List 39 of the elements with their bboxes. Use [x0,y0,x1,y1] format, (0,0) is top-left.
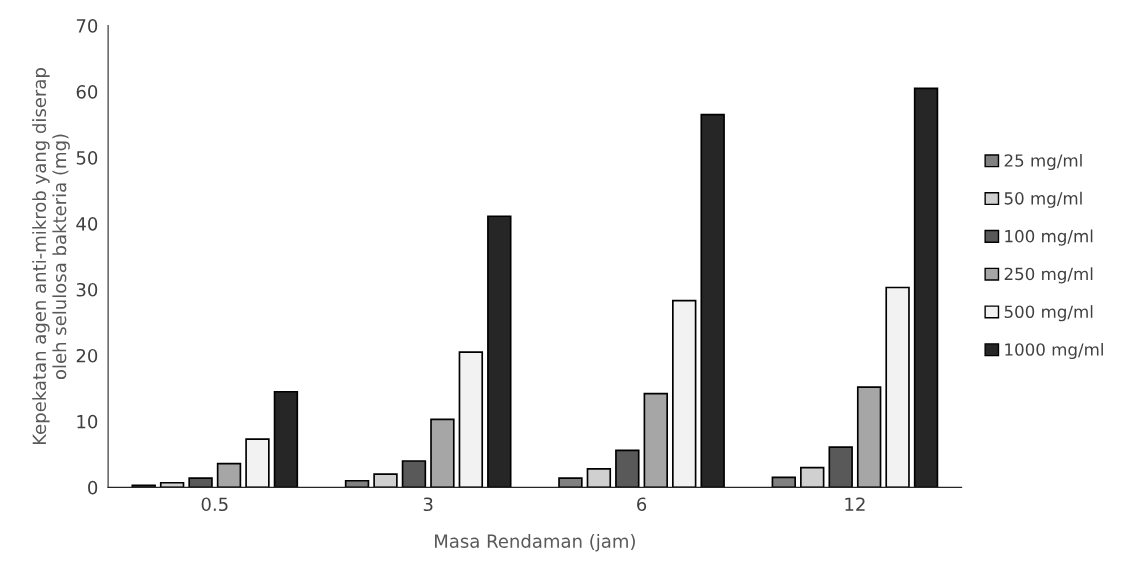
y-tick-label: 10 [77,414,98,429]
bar [344,479,370,488]
legend-label: 50 mg/ml [1004,191,1082,208]
y-tick-label: 20 [76,348,98,363]
bar [401,460,427,488]
bar [216,462,242,488]
bar [885,286,910,488]
bar [245,438,270,488]
y-tick-label: 0 [88,480,98,495]
x-tick-label: 0.5 [201,497,228,512]
y-tick-label: 60 [76,85,98,99]
bar [458,351,484,488]
x-tick-label: 6 [637,497,647,512]
bar [373,473,398,488]
y-tick-label: 50 [76,151,98,165]
y-tick-label: 70 [76,19,98,33]
bar [188,477,213,488]
x-tick-label: 3 [423,497,433,512]
bar [643,392,668,488]
bar [615,449,640,488]
x-axis-title: Masa Rendaman (jam) [435,533,635,552]
legend-label: 100 mg/ml [1005,229,1093,246]
bar [771,476,797,488]
bar [828,446,853,488]
legend-label: 500 mg/ml [1004,305,1093,322]
bar [800,466,825,488]
y-tick-label: 40 [76,216,98,231]
x-tick-label: 12 [845,497,865,511]
bar [856,386,882,488]
bar [672,299,697,488]
bar [558,477,583,488]
y-axis-title: Kepekatan agen anti-mikrob yang diserap oleh selulosa bakteria (mg) [32,68,70,445]
bar [586,468,612,488]
y-tick-label: 30 [76,282,98,297]
legend-label: 250 mg/ml [1004,267,1093,284]
bar [430,418,455,488]
legend-label: 1000 mg/ml [1005,342,1103,360]
bar [159,481,185,488]
legend-label: 25 mg/ml [1004,153,1082,171]
